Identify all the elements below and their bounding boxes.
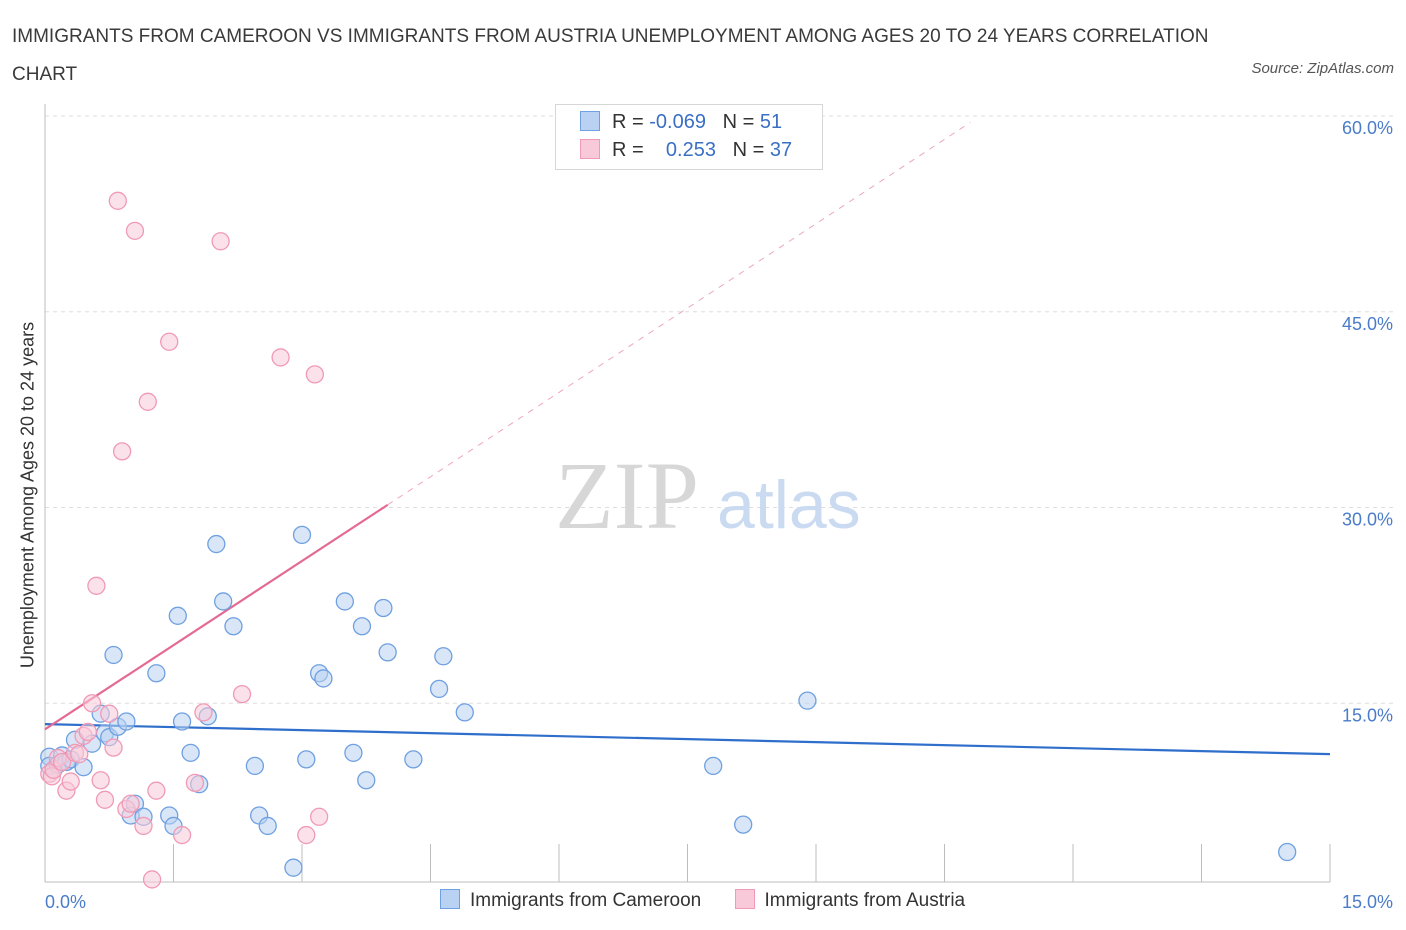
- data-point-austria: [232, 684, 252, 704]
- data-point-cameroon: [214, 592, 233, 611]
- legend-swatch-austria: [734, 889, 755, 909]
- data-point-austria: [211, 232, 230, 251]
- data-point-austria: [52, 752, 72, 772]
- x-tick-label-max: 15.0%: [1342, 892, 1393, 912]
- data-point-cameroon: [297, 750, 316, 769]
- legend-r-label: R =: [612, 111, 644, 133]
- data-point-austria: [160, 332, 179, 351]
- data-point-austria: [271, 348, 290, 367]
- data-point-cameroon: [798, 691, 817, 710]
- legend-label-austria: Immigrants from Austria: [764, 890, 966, 911]
- data-point-cameroon: [429, 679, 449, 699]
- trend-lines: [44, 122, 1331, 756]
- legend-item-cameroon: Immigrants from Cameroon: [440, 889, 701, 912]
- data-point-austria: [121, 794, 140, 813]
- data-point-austria: [309, 807, 329, 826]
- data-point-austria: [82, 694, 102, 713]
- legend-n-label: N =: [732, 139, 765, 161]
- data-point-cameroon: [292, 525, 312, 545]
- correlation-legend: R = -0.069 N = 51 R = 0.253 N = 37: [555, 104, 823, 170]
- data-point-austria: [112, 442, 132, 461]
- data-point-austria: [147, 781, 166, 800]
- data-point-austria: [172, 825, 192, 845]
- data-point-austria: [70, 744, 89, 764]
- data-point-cameroon: [404, 750, 423, 769]
- chart-title: IMMIGRANTS FROM CAMEROON VS IMMIGRANTS F…: [12, 26, 1209, 85]
- data-point-cameroon: [352, 617, 372, 636]
- tick-labels: 15.0% 30.0% 45.0% 60.0% 0.0% 15.0%: [45, 118, 1393, 912]
- data-point-cameroon: [147, 664, 166, 683]
- data-point-austria: [194, 703, 213, 722]
- x-tick-label-min: 0.0%: [45, 892, 86, 912]
- legend-n-value-austria: 37: [769, 139, 793, 161]
- data-point-austria: [91, 771, 110, 790]
- y-tick-label: 30.0%: [1342, 510, 1393, 530]
- y-tick-label: 15.0%: [1342, 705, 1393, 725]
- data-point-cameroon: [374, 598, 393, 618]
- legend-n-value-cameroon: 51: [759, 111, 783, 133]
- data-point-cameroon: [704, 756, 723, 776]
- data-point-cameroon: [181, 743, 200, 762]
- legend-r-value-cameroon: -0.069: [649, 111, 706, 133]
- data-point-cameroon: [207, 534, 226, 554]
- data-point-cameroon: [357, 771, 376, 790]
- data-point-cameroon: [734, 815, 753, 834]
- legend-n-label: N =: [722, 111, 755, 133]
- data-point-austria: [104, 738, 123, 757]
- data-point-austria: [61, 772, 80, 791]
- data-point-austria: [185, 773, 205, 793]
- y-tick-label: 60.0%: [1342, 118, 1393, 138]
- svg-text:atlas: atlas: [717, 467, 861, 543]
- data-point-austria: [87, 576, 106, 595]
- data-point-austria: [78, 722, 97, 742]
- trend-line-extension-1: [387, 122, 971, 506]
- data-point-cameroon: [172, 712, 192, 731]
- data-point-cameroon: [258, 816, 277, 836]
- data-point-cameroon: [335, 592, 354, 611]
- legend-r-value-austria: 0.253: [665, 139, 716, 161]
- data-point-austria: [108, 191, 127, 210]
- data-point-cameroon: [117, 712, 136, 731]
- data-point-austria: [95, 790, 115, 809]
- data-point-cameroon: [224, 617, 243, 636]
- data-point-cameroon: [245, 756, 265, 776]
- legend-swatch-austria: [580, 139, 600, 159]
- legend-swatch-cameroon: [580, 111, 600, 131]
- legend-swatch-cameroon: [440, 889, 460, 909]
- data-point-austria: [297, 825, 316, 845]
- source-note: Source: ZipAtlas.com: [1251, 60, 1394, 77]
- data-point-cameroon: [434, 647, 453, 666]
- data-point-cameroon: [314, 669, 333, 688]
- data-point-cameroon: [284, 858, 303, 877]
- legend-label-cameroon: Immigrants from Cameroon: [470, 890, 702, 911]
- data-points: [40, 191, 1297, 889]
- data-point-cameroon: [455, 703, 474, 722]
- data-point-cameroon: [344, 743, 363, 762]
- data-point-cameroon: [104, 645, 123, 665]
- trend-line-0: [44, 723, 1331, 756]
- data-point-austria: [305, 365, 325, 384]
- legend-row-austria: R = 0.253 N = 37: [580, 139, 792, 167]
- data-point-austria: [138, 392, 157, 411]
- y-tick-label: 45.0%: [1342, 314, 1393, 334]
- data-point-austria: [125, 221, 145, 240]
- data-point-cameroon: [378, 643, 397, 662]
- watermark: ZIP atlas: [555, 442, 861, 549]
- data-point-austria: [134, 816, 153, 836]
- data-point-austria: [100, 704, 119, 723]
- data-point-austria: [142, 870, 162, 889]
- legend-r-label: R =: [612, 139, 644, 161]
- legend-item-austria: Immigrants from Austria: [734, 889, 966, 912]
- legend-row-cameroon: R = -0.069 N = 51: [580, 111, 782, 139]
- series-legend: Immigrants from Cameroon Immigrants from…: [440, 889, 993, 912]
- grid: [45, 115, 1395, 704]
- trend-line-1: [44, 503, 389, 731]
- svg-text:ZIP: ZIP: [555, 442, 699, 549]
- data-point-cameroon: [168, 606, 187, 625]
- data-point-cameroon: [1278, 842, 1297, 862]
